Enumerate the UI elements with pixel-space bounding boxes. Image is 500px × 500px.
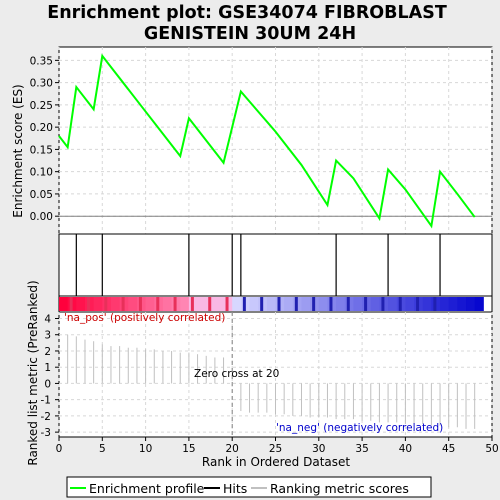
color-bar-cell bbox=[145, 297, 155, 311]
x-tick-label: 15 bbox=[182, 443, 195, 455]
color-bar-cell bbox=[76, 297, 86, 311]
color-bar-cell bbox=[448, 297, 458, 311]
color-bar-stripe bbox=[208, 297, 212, 311]
x-tick-label: 10 bbox=[139, 443, 152, 455]
x-tick-label: 35 bbox=[355, 443, 368, 455]
zero-cross-label: Zero cross at 20 bbox=[194, 368, 279, 380]
enrichment-profile-line bbox=[58, 53, 476, 229]
es-tick-label: 0.20 bbox=[30, 122, 53, 134]
color-bar-stripe bbox=[312, 297, 316, 311]
color-bar-stripe bbox=[381, 297, 385, 311]
metric-tick-label: -2 bbox=[41, 411, 51, 423]
metric-tick-label: 2 bbox=[44, 346, 51, 358]
color-bar-stripe bbox=[86, 297, 90, 311]
color-bar-cell bbox=[266, 297, 276, 311]
color-bar-cell bbox=[232, 297, 242, 311]
color-bar-cell bbox=[466, 297, 476, 311]
es-tick-label: 0.10 bbox=[30, 167, 53, 179]
x-tick-label: 25 bbox=[269, 443, 282, 455]
metric-tick-label: -3 bbox=[41, 427, 51, 439]
color-bar-stripe bbox=[190, 297, 194, 311]
color-bar-cell bbox=[301, 297, 311, 311]
color-bar-cell bbox=[474, 297, 484, 311]
es-y-ticks: 0.00 0.05 0.10 0.15 0.20 0.25 0.30 0.35 bbox=[30, 55, 59, 223]
ranking-metric-bars bbox=[67, 334, 476, 429]
metric-tick-label: 1 bbox=[44, 362, 51, 374]
color-bar-cell bbox=[353, 297, 363, 311]
color-bar-stripe bbox=[346, 297, 350, 311]
color-bar-cell bbox=[214, 297, 225, 311]
es-y-axis-label: Enrichment score (ES) bbox=[11, 84, 25, 217]
hits-panel bbox=[58, 233, 493, 297]
color-bar-stripe bbox=[138, 297, 142, 311]
legend-label-ranking: Ranking metric scores bbox=[270, 481, 409, 496]
metric-y-axis-label: Ranked list metric (PreRanked) bbox=[26, 280, 40, 465]
color-bar-cell bbox=[197, 297, 207, 311]
x-tick-label: 5 bbox=[99, 443, 106, 455]
color-bar-cell bbox=[180, 297, 190, 311]
color-bar-cells bbox=[59, 297, 484, 311]
color-bar-cell bbox=[93, 297, 103, 311]
color-bar-stripe bbox=[294, 297, 298, 311]
na-neg-label: 'na_neg' (negatively correlated) bbox=[276, 422, 443, 434]
legend-label-hits: Hits bbox=[223, 481, 247, 496]
metric-tick-label: 0 bbox=[44, 378, 51, 390]
color-bar-cell bbox=[388, 297, 398, 311]
es-tick-label: 0.30 bbox=[30, 78, 53, 90]
color-bar-stripe bbox=[156, 297, 160, 311]
color-bar-stripe bbox=[225, 297, 229, 311]
color-bar-stripe bbox=[104, 297, 108, 311]
metric-tick-label: 4 bbox=[44, 313, 51, 325]
color-bar-stripe bbox=[173, 297, 177, 311]
x-axis-label: Rank in Ordered Dataset bbox=[202, 455, 350, 469]
es-tick-label: 0.00 bbox=[30, 211, 53, 223]
color-bar-cell bbox=[284, 297, 294, 311]
x-tick-label: 20 bbox=[226, 443, 239, 455]
color-bar-cell bbox=[370, 297, 380, 311]
color-bar-stripe bbox=[69, 297, 73, 311]
hit-markers bbox=[75, 234, 441, 296]
color-bar-stripe bbox=[277, 297, 281, 311]
es-tick-label: 0.05 bbox=[30, 189, 53, 201]
chart-title-line2: GENISTEIN 30UM 24H bbox=[144, 24, 356, 44]
color-bar-cell bbox=[405, 297, 415, 311]
legend-label-enrichment: Enrichment profile bbox=[89, 481, 205, 496]
x-tick-label: 30 bbox=[312, 443, 325, 455]
legend-box bbox=[66, 476, 432, 498]
color-bar-stripe bbox=[433, 297, 437, 311]
x-tick-label: 40 bbox=[399, 443, 412, 455]
color-bar-stripe bbox=[121, 297, 125, 311]
x-axis-ticks: 0 5 10 15 20 25 30 35 40 45 50 bbox=[56, 437, 499, 455]
color-bar-cell bbox=[457, 297, 467, 311]
color-bar-stripe bbox=[416, 297, 420, 311]
color-bar-cell bbox=[249, 297, 259, 311]
color-bar-stripe bbox=[398, 297, 402, 311]
color-bar-cell bbox=[422, 297, 432, 311]
color-bar-cell bbox=[162, 297, 173, 311]
na-pos-label: 'na_pos' (positively correlated) bbox=[64, 312, 225, 324]
color-bar-cell bbox=[336, 297, 346, 311]
x-tick-label: 45 bbox=[442, 443, 455, 455]
color-bar-cell bbox=[59, 297, 69, 311]
chart-title-line1: Enrichment plot: GSE34074 FIBROBLAST bbox=[47, 3, 447, 23]
x-tick-label: 0 bbox=[56, 443, 63, 455]
color-bar-stripe bbox=[364, 297, 368, 311]
color-bar-cell bbox=[110, 297, 121, 311]
es-tick-label: 0.35 bbox=[30, 55, 53, 67]
color-bar-stripe bbox=[260, 297, 264, 311]
metric-tick-label: -1 bbox=[41, 395, 51, 407]
color-bar-cell bbox=[128, 297, 138, 311]
x-tick-label: 50 bbox=[485, 443, 498, 455]
es-tick-label: 0.15 bbox=[30, 144, 53, 156]
color-bar-cell bbox=[440, 297, 450, 311]
es-tick-label: 0.25 bbox=[30, 100, 53, 112]
color-bar-stripe bbox=[242, 297, 246, 311]
color-bar-stripe bbox=[329, 297, 333, 311]
metric-y-ticks: -3 -2 -1 0 1 2 3 4 bbox=[41, 313, 59, 439]
metric-tick-label: 3 bbox=[44, 330, 51, 342]
color-bar-cell bbox=[318, 297, 328, 311]
